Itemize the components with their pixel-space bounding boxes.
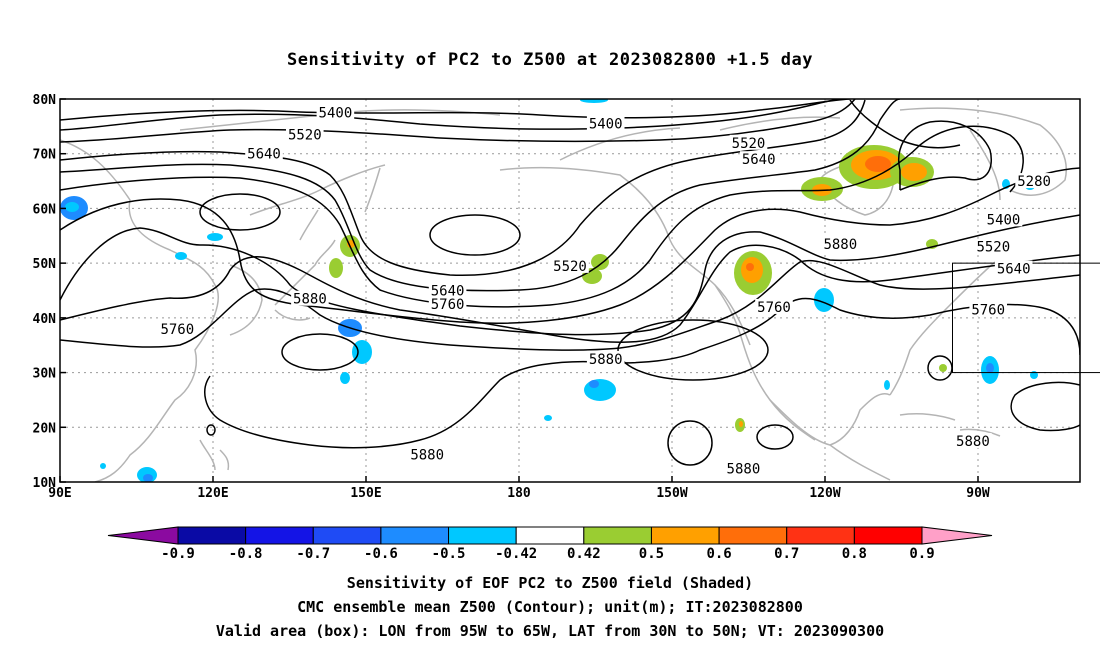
tick-label-lat: 40N bbox=[33, 312, 57, 327]
colorbar-label: -0.42 bbox=[495, 546, 537, 562]
tick-label-lon: 150W bbox=[656, 486, 687, 501]
colorbar-label: 0.6 bbox=[706, 546, 731, 562]
contour-label: 5880 bbox=[293, 292, 327, 308]
contour-label-bg bbox=[954, 432, 992, 448]
z500-contours bbox=[60, 99, 1080, 466]
tick-label-lat: 30N bbox=[33, 367, 57, 382]
contour-label: 5880 bbox=[589, 352, 623, 368]
colorbar-swatch bbox=[718, 526, 788, 545]
contour-label: 5520 bbox=[553, 259, 587, 275]
map-grid bbox=[60, 99, 1080, 482]
colorbar-label: 0.5 bbox=[639, 546, 664, 562]
colorbar-swatch bbox=[650, 526, 720, 545]
contour-label-bg bbox=[724, 460, 763, 476]
tick-label-lon: 150E bbox=[350, 486, 381, 501]
contour-label-bg bbox=[821, 235, 860, 251]
colorbar-swatch bbox=[786, 526, 855, 545]
contour-label-bg bbox=[729, 134, 768, 150]
contour-label: 5880 bbox=[410, 448, 444, 464]
colorbar-label: 0.9 bbox=[909, 546, 934, 562]
contour-label: 5760 bbox=[971, 303, 1005, 319]
colorbar-label: -0.5 bbox=[432, 546, 466, 562]
tick-label-lat: 50N bbox=[33, 257, 57, 272]
contour-label-bg bbox=[428, 296, 467, 312]
contour-label-bg bbox=[158, 320, 197, 336]
tick-label-lat: 80N bbox=[33, 93, 57, 108]
contour-label-bg bbox=[974, 238, 1013, 254]
contour-label: 5640 bbox=[997, 262, 1031, 278]
contour-label-bg bbox=[755, 298, 793, 314]
contour-label-bg bbox=[739, 151, 778, 167]
contour-label: 5640 bbox=[247, 147, 281, 163]
contour-label-bg bbox=[408, 446, 446, 462]
figure-title: Sensitivity of PC2 to Z500 at 2023082800… bbox=[286, 50, 813, 70]
colorbar-swatch bbox=[515, 526, 585, 545]
contour-label-bg bbox=[994, 260, 1033, 276]
contour-label: 5520 bbox=[732, 136, 766, 152]
tick-label-lon: 90W bbox=[966, 486, 990, 501]
tick-label-lon: 120W bbox=[809, 486, 840, 501]
contour-label: 5880 bbox=[956, 434, 990, 450]
colorbar-label: -0.7 bbox=[296, 546, 330, 562]
contour-label-bg bbox=[586, 350, 625, 366]
colorbar-swatch bbox=[177, 526, 247, 545]
tick-label-lat: 20N bbox=[33, 421, 57, 436]
contour-labels: 5400552056405400552056405280540055205640… bbox=[158, 104, 1053, 477]
tick-label-lat: 70N bbox=[33, 148, 57, 163]
sensitivity-shading bbox=[60, 99, 1038, 482]
contour-label-bg bbox=[551, 257, 589, 273]
contour-label-bg bbox=[428, 282, 467, 298]
contour-label-bg bbox=[245, 145, 283, 161]
contour-label: 5400 bbox=[987, 212, 1021, 228]
colorbar-label: -0.6 bbox=[364, 546, 398, 562]
contour-label-bg bbox=[291, 290, 329, 306]
colorbar-swatch bbox=[380, 526, 450, 545]
tick-label-lon: 120E bbox=[197, 486, 228, 501]
tick-label-lon: 90E bbox=[48, 486, 71, 501]
contour-label-bg bbox=[286, 126, 324, 142]
contour-label: 5760 bbox=[160, 322, 194, 338]
colorbar: -0.9 -0.8 -0.7 -0.6 -0.5 -0.42 0.42 0.5 0.6 0.7 0.… bbox=[107, 526, 993, 562]
contour-label: 5520 bbox=[976, 240, 1010, 256]
colorbar-lower-extend bbox=[107, 526, 179, 545]
caption-line-3: Valid area (box): LON from 95W to 65W, L… bbox=[215, 622, 885, 640]
contour-label-bg bbox=[969, 301, 1007, 317]
contour-label: 5640 bbox=[431, 284, 465, 300]
tick-label-lat: 10N bbox=[33, 476, 57, 491]
colorbar-swatch bbox=[312, 526, 382, 545]
colorbar-label: -0.9 bbox=[161, 546, 195, 562]
colorbar-swatch bbox=[583, 526, 652, 545]
colorbar-upper-extend bbox=[921, 526, 993, 545]
contour-label-bg bbox=[984, 211, 1023, 227]
colorbar-label: 0.7 bbox=[774, 546, 799, 562]
contour-label: 5760 bbox=[757, 300, 791, 316]
contour-label: 5880 bbox=[823, 237, 857, 253]
caption-line-1: Sensitivity of EOF PC2 to Z500 field (Sh… bbox=[346, 574, 754, 592]
caption-line-2: CMC ensemble mean Z500 (Contour); unit(m… bbox=[297, 598, 803, 616]
contour-label-bg bbox=[316, 104, 355, 120]
contour-label: 5640 bbox=[742, 152, 776, 168]
colorbar-swatch bbox=[245, 526, 314, 545]
contour-label: 5880 bbox=[727, 461, 761, 477]
contour-label: 5760 bbox=[431, 297, 465, 313]
colorbar-label: 0.42 bbox=[567, 546, 601, 562]
colorbar-label: 0.8 bbox=[842, 546, 867, 562]
colorbar-swatch bbox=[448, 526, 517, 545]
map-frame bbox=[59, 98, 1081, 483]
colorbar-label: -0.8 bbox=[229, 546, 263, 562]
contour-label: 5520 bbox=[288, 128, 322, 144]
contour-label-bg bbox=[586, 115, 625, 131]
contour-label-bg bbox=[1015, 173, 1053, 189]
map-axes: 90E120E150E180150W120W90W60W10N20N30N40N… bbox=[33, 93, 990, 501]
colorbar-swatch bbox=[853, 526, 923, 545]
contour-label: 5400 bbox=[589, 117, 623, 133]
contour-label: 5400 bbox=[319, 106, 353, 122]
contour-label: 5280 bbox=[1017, 174, 1051, 190]
tick-label-lat: 60N bbox=[33, 202, 57, 217]
tick-label-lon: 180 bbox=[507, 486, 531, 501]
